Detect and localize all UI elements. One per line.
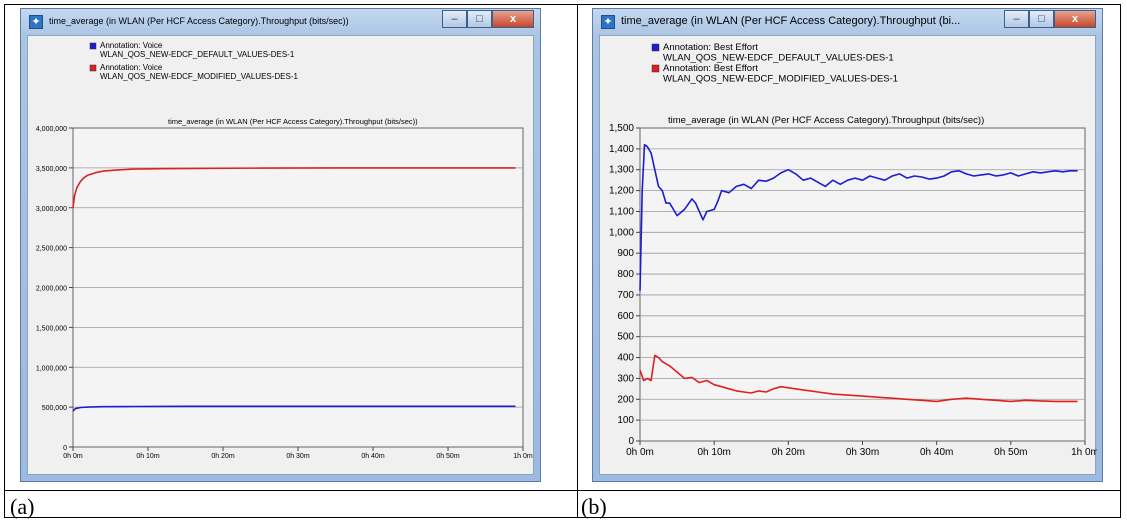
x-tick-label: 1h 0m xyxy=(513,453,533,460)
legend-swatch xyxy=(651,64,660,73)
series-line xyxy=(72,405,516,412)
y-tick-label: 300 xyxy=(617,373,634,384)
app-icon: ✦ xyxy=(29,15,43,29)
series-line xyxy=(72,167,516,208)
chart-b-svg: Annotation: Best EffortWLAN_QOS_NEW-EDCF… xyxy=(609,42,1097,458)
y-tick-label: 900 xyxy=(617,248,634,259)
x-tick-label: 0h 20m xyxy=(772,447,805,458)
y-tick-label: 1,300 xyxy=(609,165,634,176)
x-tick-label: 0h 50m xyxy=(994,447,1027,458)
table-divider-horizontal xyxy=(4,490,1121,491)
chart-window-b: ✦ time_average (in WLAN (Per HCF Access … xyxy=(592,8,1103,482)
y-tick-label: 1,000,000 xyxy=(36,365,67,372)
x-tick-label: 0h 30m xyxy=(846,447,879,458)
maximize-button[interactable]: □ xyxy=(1029,10,1054,28)
chart-window-a: ✦ time_average (in WLAN (Per HCF Access … xyxy=(20,8,541,482)
legend-series-name: WLAN_QOS_NEW-EDCF_DEFAULT_VALUES-DES-1 xyxy=(663,53,894,64)
y-tick-label: 0 xyxy=(63,445,67,452)
legend-series-name: WLAN_QOS_NEW-EDCF_DEFAULT_VALUES-DES-1 xyxy=(100,50,295,59)
x-tick-label: 0h 40m xyxy=(361,453,385,460)
window-titlebar[interactable]: ✦ time_average (in WLAN (Per HCF Access … xyxy=(593,9,1102,35)
legend-series-name: WLAN_QOS_NEW-EDCF_MODIFIED_VALUES-DES-1 xyxy=(663,74,898,85)
legend-swatch xyxy=(89,64,97,72)
y-tick-label: 0 xyxy=(628,436,634,447)
series-line xyxy=(639,143,1078,291)
maximize-button[interactable]: □ xyxy=(467,10,492,28)
y-tick-label: 500,000 xyxy=(42,405,67,412)
legend-label: Annotation: Best Effort xyxy=(663,42,758,53)
caption-a: (a) xyxy=(10,494,35,519)
x-tick-label: 0h 50m xyxy=(436,453,460,460)
close-button[interactable]: x xyxy=(1054,10,1096,28)
y-tick-label: 1,000 xyxy=(609,227,634,238)
window-title: time_average (in WLAN (Per HCF Access Ca… xyxy=(49,16,349,26)
app-icon: ✦ xyxy=(601,15,615,29)
y-tick-label: 1,200 xyxy=(609,186,634,197)
legend-swatch xyxy=(651,43,660,52)
x-tick-label: 0h 0m xyxy=(626,447,654,458)
y-tick-label: 600 xyxy=(617,311,634,322)
y-tick-label: 400 xyxy=(617,353,634,364)
y-tick-label: 2,500,000 xyxy=(36,246,67,253)
figure-frame xyxy=(4,4,1121,518)
series-line xyxy=(639,354,1078,403)
x-tick-label: 1h 0m xyxy=(1071,447,1097,458)
legend-swatch xyxy=(89,42,97,50)
chart-client-area: Annotation: Best Effort WLAN_QOS_NEW-EDCF… xyxy=(599,35,1097,475)
y-tick-label: 100 xyxy=(617,415,634,426)
y-tick-label: 3,500,000 xyxy=(36,166,67,173)
legend-label: Annotation: Voice xyxy=(100,41,163,50)
legend-label: Annotation: Voice xyxy=(100,63,163,72)
window-title: time_average (in WLAN (Per HCF Access Ca… xyxy=(621,15,961,27)
x-tick-label: 0h 10m xyxy=(697,447,730,458)
y-tick-label: 500 xyxy=(617,332,634,343)
y-tick-label: 1,100 xyxy=(609,206,634,217)
close-button[interactable]: x xyxy=(492,10,534,28)
chart-a-svg: Annotation: VoiceWLAN_QOS_NEW-EDCF_DEFAU… xyxy=(36,41,533,460)
caption-b: (b) xyxy=(581,494,607,519)
y-tick-label: 3,000,000 xyxy=(36,206,67,213)
minimize-button[interactable]: – xyxy=(1004,10,1029,28)
y-tick-label: 4,000,000 xyxy=(36,126,67,133)
y-tick-label: 1,500,000 xyxy=(36,325,67,332)
legend-label: Annotation: Best Effort xyxy=(663,63,758,74)
y-tick-label: 800 xyxy=(617,269,634,280)
x-tick-label: 0h 0m xyxy=(63,453,83,460)
x-tick-label: 0h 40m xyxy=(920,447,953,458)
minimize-button[interactable]: – xyxy=(442,10,467,28)
x-tick-label: 0h 20m xyxy=(211,453,235,460)
y-tick-label: 700 xyxy=(617,290,634,301)
chart-client-area: Annotation: Voice WLAN_QOS_NEW-EDCF_DEFAU… xyxy=(27,35,534,475)
plot-area xyxy=(639,127,1086,442)
window-titlebar[interactable]: ✦ time_average (in WLAN (Per HCF Access … xyxy=(21,9,540,35)
table-divider-vertical xyxy=(577,4,578,518)
x-tick-label: 0h 10m xyxy=(136,453,160,460)
chart-title: time_average (in WLAN (Per HCF Access Ca… xyxy=(668,115,984,126)
y-tick-label: 1,400 xyxy=(609,144,634,155)
y-tick-label: 2,000,000 xyxy=(36,286,67,293)
y-tick-label: 200 xyxy=(617,394,634,405)
y-tick-label: 1,500 xyxy=(609,123,634,134)
chart-title: time_average (in WLAN (Per HCF Access Ca… xyxy=(168,117,418,126)
legend-series-name: WLAN_QOS_NEW-EDCF_MODIFIED_VALUES-DES-1 xyxy=(100,72,299,81)
x-tick-label: 0h 30m xyxy=(286,453,310,460)
